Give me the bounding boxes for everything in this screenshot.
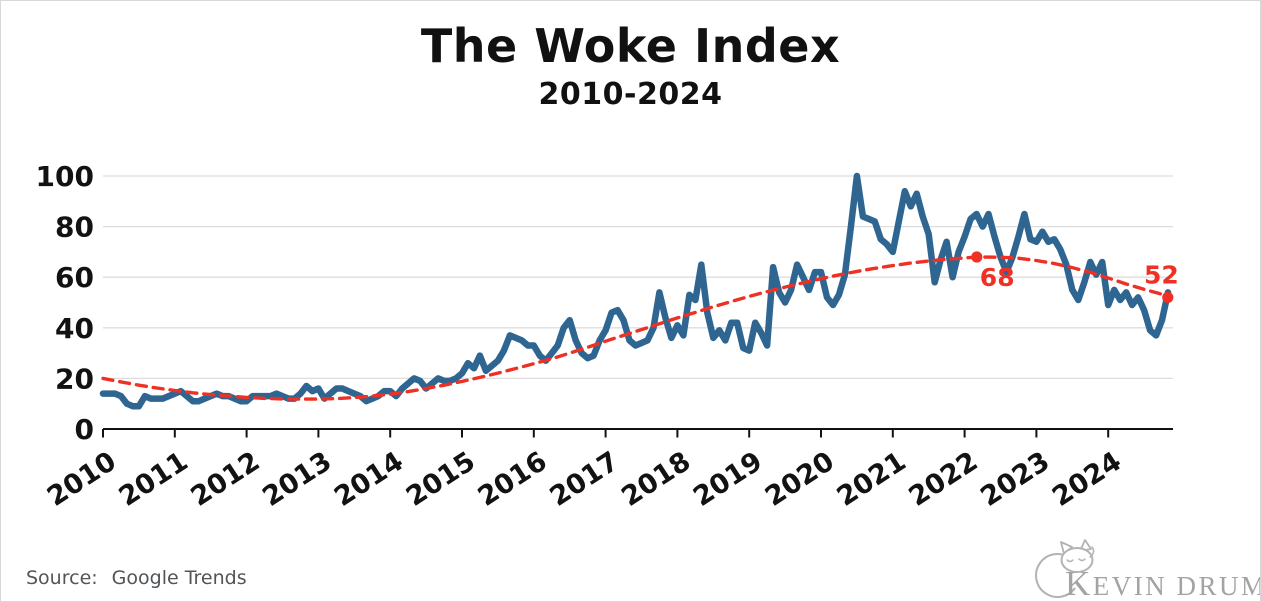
x-tick-label-2022: 2022: [903, 446, 983, 513]
y-tick-label-0: 0: [75, 413, 94, 446]
x-tick-label-2019: 2019: [688, 446, 768, 513]
source-label: Source:: [26, 567, 98, 589]
trend-marker-52: [1162, 291, 1174, 303]
source-note: Source: Google Trends: [26, 567, 247, 589]
trend-annotation-52: 52: [1144, 260, 1179, 289]
brand-wordmark: KEVIN DRUM: [1065, 564, 1261, 602]
woke-index-line: [99, 172, 1172, 410]
cat-eye-right: [1078, 558, 1086, 562]
brand-initial: K: [1065, 564, 1093, 602]
trend-marker-68: [971, 251, 983, 263]
cat-icon: [1035, 553, 1076, 598]
brand-logo: KEVIN DRUM: [1035, 539, 1261, 602]
x-tick-label-2011: 2011: [114, 446, 194, 513]
x-tick-label-2013: 2013: [257, 446, 337, 513]
y-tick-label-60: 60: [55, 261, 94, 294]
x-tick-label-2014: 2014: [329, 446, 409, 513]
x-tick-label-2021: 2021: [832, 446, 912, 513]
x-tick-label-2016: 2016: [473, 446, 553, 513]
x-tick-label-2024: 2024: [1047, 446, 1127, 513]
x-tick-label-2018: 2018: [616, 446, 696, 513]
y-tick-label-40: 40: [55, 312, 94, 345]
y-tick-label-100: 100: [36, 160, 94, 193]
chart-subtitle: 2010-2024: [538, 77, 723, 112]
x-tick-label-2017: 2017: [544, 446, 624, 513]
chart-title: The Woke Index: [420, 19, 841, 73]
cat-tail-curl: [1089, 546, 1095, 558]
cat-head: [1060, 547, 1094, 573]
x-tick-label-2010: 2010: [42, 446, 122, 513]
cat-eye-left: [1066, 559, 1074, 563]
trend-line: [101, 255, 1170, 401]
source-value: Google Trends: [111, 567, 247, 589]
y-tick-label-20: 20: [55, 362, 94, 395]
brand-rest: EVIN DRUM: [1093, 571, 1261, 601]
y-tick-label-80: 80: [55, 211, 94, 244]
trend-annotation-68: 68: [980, 263, 1015, 292]
x-tick-label-2015: 2015: [401, 446, 481, 513]
x-tick-label-2023: 2023: [975, 446, 1055, 513]
x-tick-label-2012: 2012: [185, 446, 265, 513]
x-tick-label-2020: 2020: [760, 446, 840, 513]
